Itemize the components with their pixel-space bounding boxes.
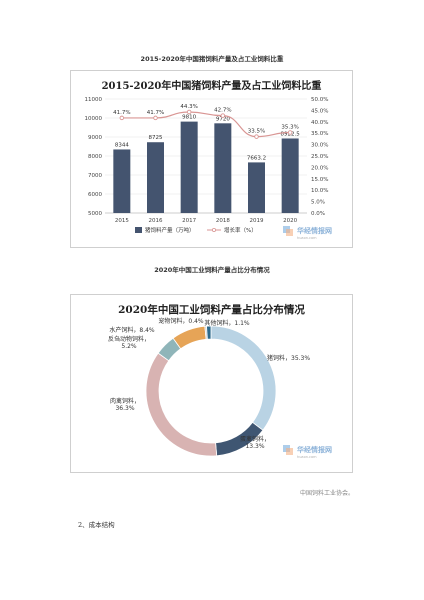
x-tick-label: 2019	[250, 218, 264, 224]
y2-tick-label: 10.0%	[311, 188, 328, 194]
y2-tick-label: 25.0%	[311, 154, 328, 160]
growth-point	[220, 113, 226, 118]
donut-slice	[172, 325, 207, 350]
bar-value-label: 9720	[216, 116, 230, 122]
bar	[147, 142, 164, 213]
slice-label: 蛋禽饲料， 13.3%	[240, 435, 270, 450]
y-tick-label: 10000	[85, 116, 103, 122]
y-tick-label: 5000	[88, 211, 102, 217]
data-source: 中国饲料工业协会。	[299, 490, 354, 497]
growth-value-label: 41.7%	[147, 110, 164, 116]
y2-tick-label: 5.0%	[311, 200, 325, 206]
x-tick-label: 2016	[149, 218, 163, 224]
watermark-subtext: huaon.com	[297, 236, 317, 240]
slice-label: 猪饲料，35.3%	[267, 354, 310, 362]
watermark-logo-icon	[286, 229, 293, 236]
slice-label: 宠物饲料，0.4%	[158, 317, 204, 325]
chart1-caption: 2015-2020年中国猪饲料产量及占工业饲料比重	[140, 55, 284, 63]
chart2-caption: 2020年中国工业饲料产量占比分布情况	[154, 266, 270, 274]
y2-tick-label: 50.0%	[311, 97, 328, 103]
x-tick-label: 2015	[115, 218, 129, 224]
donut-slice	[206, 325, 212, 340]
growth-point	[153, 115, 158, 121]
legend-bar-label: 猪饲料产量（万吨）	[145, 226, 195, 234]
growth-value-label: 35.3%	[281, 125, 298, 131]
bar-value-label: 8344	[115, 142, 129, 148]
growth-point	[119, 115, 125, 121]
growth-point	[287, 130, 293, 135]
y2-tick-label: 20.0%	[311, 165, 328, 171]
bar	[113, 149, 131, 213]
y2-tick-label: 15.0%	[311, 177, 328, 183]
watermark-subtext: huaon.com	[297, 455, 317, 459]
donut-chart-title: 2020年中国工业饲料产量占比分布情况	[118, 304, 305, 316]
x-tick-label: 2018	[216, 218, 230, 224]
y2-tick-label: 30.0%	[311, 143, 328, 149]
growth-line	[121, 111, 291, 138]
watermark-text: 华经情报网	[297, 226, 332, 235]
growth-value-label: 44.3%	[180, 104, 197, 110]
growth-value-label: 33.5%	[248, 129, 265, 135]
bar	[281, 138, 299, 213]
slice-label: 反刍动物饲料， 5.2%	[108, 335, 150, 350]
legend-line-label: 增长率（%）	[224, 226, 257, 234]
bar	[180, 121, 198, 213]
donut-chart-panel: 2020年中国工业饲料产量占比分布情况 猪饲料，35.3% 蛋禽饲料， 13.3% 肉…	[70, 294, 353, 473]
donut-slice	[210, 325, 277, 431]
y-tick-label: 9000	[88, 135, 102, 141]
y-tick-label: 8000	[88, 154, 102, 160]
watermark-text: 华经情报网	[297, 445, 332, 454]
legend-line-marker	[211, 227, 216, 232]
bar-chart-panel: 2015-2020年中国猪饲料产量及占工业饲料比重 5000 6000 7000 80…	[70, 70, 353, 248]
growth-value-label: 42.7%	[214, 108, 231, 114]
bar-line-chart: 5000 6000 7000 8000 9000 10000 11000 0.0% 5.0% 10…	[85, 97, 333, 240]
bar-chart-title: 2015-2020年中国猪饲料产量及占工业饲料比重	[101, 81, 322, 92]
y-tick-label: 6000	[88, 192, 102, 198]
bar	[248, 162, 265, 213]
growth-point	[186, 109, 192, 115]
growth-point	[254, 134, 259, 139]
bar-value-label: 8725	[149, 135, 163, 141]
x-tick-label: 2020	[283, 218, 297, 224]
y-tick-label: 7000	[88, 173, 102, 179]
watermark-logo-icon	[286, 448, 293, 455]
slice-label: 肉禽饲料， 36.3%	[110, 397, 140, 412]
y2-tick-label: 45.0%	[311, 108, 328, 114]
y2-tick-label: 40.0%	[311, 120, 328, 126]
donut-slice	[145, 352, 218, 457]
growth-value-label: 41.7%	[113, 110, 130, 116]
y-tick-label: 11000	[85, 97, 103, 103]
legend-bar-swatch	[135, 227, 142, 233]
y2-tick-label: 0.0%	[311, 211, 325, 217]
bar-value-label: 7663.2	[247, 155, 266, 161]
slice-label: 水产饲料，8.4%	[109, 326, 155, 334]
section-heading: 2、成本结构	[78, 521, 115, 529]
bar	[214, 123, 232, 213]
y2-tick-label: 35.0%	[311, 131, 328, 137]
donut-chart: 猪饲料，35.3% 蛋禽饲料， 13.3% 肉禽饲料， 36.3% 反刍动物饲料， 5.2%…	[108, 317, 332, 459]
slice-label: 其他饲料，1.1%	[204, 319, 250, 327]
bar-value-label: 9810	[182, 115, 196, 121]
x-tick-label: 2017	[182, 218, 196, 224]
